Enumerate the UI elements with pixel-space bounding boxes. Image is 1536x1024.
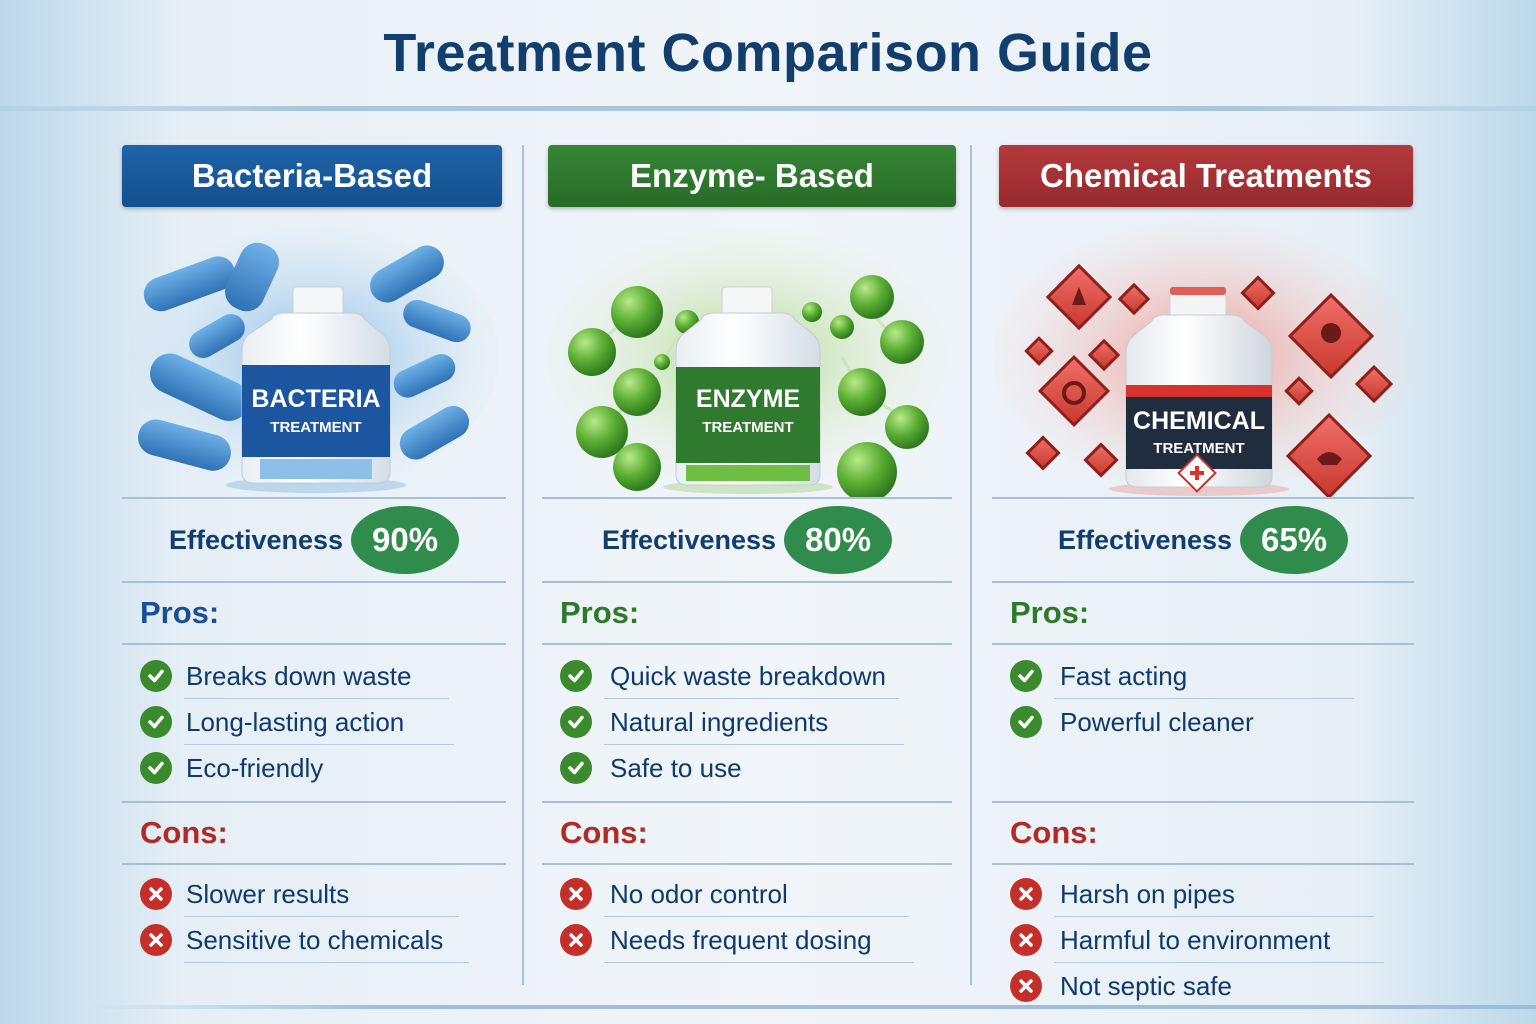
- title-divider: [0, 106, 1536, 111]
- check-icon: [560, 660, 592, 692]
- effectiveness-label: Effectiveness: [1057, 524, 1233, 555]
- pros-heading: Pros:: [140, 595, 220, 630]
- enzyme-header: Enzyme- Based: [548, 145, 956, 207]
- cross-icon: [1010, 924, 1042, 956]
- divider: [122, 801, 506, 803]
- pros-heading: Pros:: [560, 595, 640, 630]
- divider: [542, 801, 952, 803]
- bacteria-header: Bacteria-Based: [122, 145, 502, 207]
- cons-heading: Cons:: [1010, 815, 1098, 850]
- check-icon: [140, 752, 172, 784]
- pro-item: Fast acting: [992, 653, 1414, 699]
- con-item: Sensitive to chemicals: [122, 917, 506, 963]
- cons-heading: Cons:: [560, 815, 648, 850]
- con-item: Slower results: [122, 871, 506, 917]
- cons-list: No odor control Needs frequent dosing: [542, 865, 952, 963]
- check-icon: [140, 706, 172, 738]
- divider: [542, 643, 952, 645]
- pro-item: Breaks down waste: [122, 653, 506, 699]
- pros-list: Breaks down waste Long-lasting action Ec…: [122, 645, 506, 791]
- column-chemical: Chemical Treatments: [992, 145, 1414, 1009]
- effectiveness-label: Effectiveness: [168, 524, 344, 555]
- cross-icon: [140, 878, 172, 910]
- divider: [122, 497, 506, 499]
- svg-text:ENZYME: ENZYME: [696, 385, 800, 413]
- divider: [542, 581, 952, 583]
- pro-item: Natural ingredients: [542, 699, 952, 745]
- effectiveness-badge: 90%: [351, 506, 460, 574]
- check-icon: [560, 706, 592, 738]
- chemical-header: Chemical Treatments: [999, 145, 1413, 207]
- divider: [992, 801, 1414, 803]
- enzyme-illustration: ENZYME TREATMENT: [542, 217, 952, 497]
- pro-item: Powerful cleaner: [992, 699, 1414, 745]
- divider: [122, 643, 506, 645]
- pros-list: Fast acting Powerful cleaner: [992, 645, 1414, 801]
- divider: [992, 643, 1414, 645]
- divider: [122, 581, 506, 583]
- pro-item: Long-lasting action: [122, 699, 506, 745]
- cons-list: Slower results Sensitive to chemicals: [122, 865, 506, 963]
- bacteria-bottle-icon: BACTERIA TREATMENT: [129, 227, 499, 493]
- pro-item: Quick waste breakdown: [542, 653, 952, 699]
- con-item: No odor control: [542, 871, 952, 917]
- column-divider: [522, 145, 524, 985]
- column-bacteria: Bacteria-Based: [122, 145, 506, 963]
- effectiveness-row: Effectiveness 65%: [992, 499, 1414, 581]
- cross-icon: [140, 924, 172, 956]
- cross-icon: [1010, 970, 1042, 1002]
- check-icon: [560, 752, 592, 784]
- con-item: Harsh on pipes: [992, 871, 1414, 917]
- svg-text:CHEMICAL: CHEMICAL: [1133, 407, 1265, 435]
- svg-text:BACTERIA: BACTERIA: [251, 385, 380, 413]
- chemical-illustration: CHEMICAL TREATMENT: [992, 217, 1414, 497]
- svg-text:TREATMENT: TREATMENT: [1153, 440, 1244, 457]
- check-icon: [140, 660, 172, 692]
- column-enzyme: Enzyme- Based: [542, 145, 956, 963]
- effectiveness-badge: 65%: [1240, 506, 1349, 574]
- divider: [992, 581, 1414, 583]
- svg-text:TREATMENT: TREATMENT: [702, 419, 793, 436]
- bottom-divider: [90, 1005, 1536, 1009]
- cons-list: Harsh on pipes Harmful to environment No…: [992, 865, 1414, 1009]
- con-item: Needs frequent dosing: [542, 917, 952, 963]
- divider: [542, 497, 952, 499]
- divider: [122, 863, 506, 865]
- effectiveness-row: Effectiveness 80%: [542, 499, 952, 581]
- con-item: Harmful to environment: [992, 917, 1414, 963]
- con-item: Not septic safe: [992, 963, 1414, 1009]
- cons-heading: Cons:: [140, 815, 228, 850]
- pro-item: Eco-friendly: [122, 745, 506, 791]
- pros-heading: Pros:: [1010, 595, 1090, 630]
- enzyme-bottle-icon: ENZYME TREATMENT: [547, 227, 947, 497]
- divider: [542, 863, 952, 865]
- svg-text:TREATMENT: TREATMENT: [270, 419, 361, 436]
- check-icon: [1010, 706, 1042, 738]
- effectiveness-row: Effectiveness 90%: [122, 499, 506, 581]
- cross-icon: [560, 878, 592, 910]
- cross-icon: [1010, 878, 1042, 910]
- effectiveness-label: Effectiveness: [601, 524, 777, 555]
- cross-icon: [560, 924, 592, 956]
- bacteria-illustration: BACTERIA TREATMENT: [122, 217, 506, 497]
- effectiveness-badge: 80%: [784, 506, 893, 574]
- pros-list: Quick waste breakdown Natural ingredient…: [542, 645, 952, 791]
- divider: [992, 497, 1414, 499]
- page-title: Treatment Comparison Guide: [383, 23, 1153, 83]
- divider: [992, 863, 1414, 865]
- pro-item: Safe to use: [542, 745, 952, 791]
- chemical-bottle-icon: CHEMICAL TREATMENT: [993, 222, 1413, 497]
- column-divider: [970, 145, 972, 985]
- check-icon: [1010, 660, 1042, 692]
